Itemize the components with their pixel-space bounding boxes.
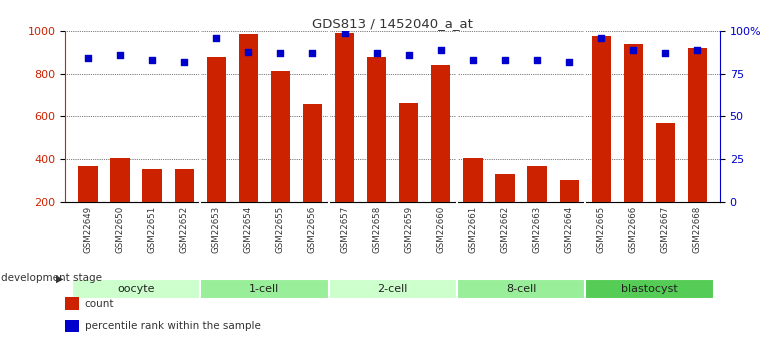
Bar xyxy=(399,102,418,245)
Text: oocyte: oocyte xyxy=(117,284,155,294)
Point xyxy=(242,49,254,54)
Point xyxy=(370,50,383,56)
Bar xyxy=(79,166,98,245)
Bar xyxy=(303,104,322,245)
Text: GSM22659: GSM22659 xyxy=(404,206,413,253)
Text: 2-cell: 2-cell xyxy=(377,284,408,294)
FancyBboxPatch shape xyxy=(585,279,714,299)
Text: GSM22662: GSM22662 xyxy=(500,206,510,253)
Bar xyxy=(495,174,514,245)
Text: GSM22652: GSM22652 xyxy=(179,206,189,253)
Text: GSM22667: GSM22667 xyxy=(661,206,670,253)
Bar xyxy=(367,57,387,245)
Bar xyxy=(142,169,162,245)
Text: GSM22661: GSM22661 xyxy=(468,206,477,253)
FancyBboxPatch shape xyxy=(457,279,585,299)
Point xyxy=(563,59,575,65)
Text: 1-cell: 1-cell xyxy=(249,284,280,294)
Text: GSM22657: GSM22657 xyxy=(340,206,349,253)
Point xyxy=(403,52,415,58)
Point xyxy=(531,57,543,63)
Bar xyxy=(624,44,643,245)
Text: GSM22651: GSM22651 xyxy=(148,206,156,253)
FancyBboxPatch shape xyxy=(200,279,329,299)
Point xyxy=(114,52,126,58)
Point xyxy=(178,59,190,65)
Bar xyxy=(175,169,194,245)
Text: GSM22658: GSM22658 xyxy=(372,206,381,253)
Title: GDS813 / 1452040_a_at: GDS813 / 1452040_a_at xyxy=(313,17,473,30)
Text: GSM22650: GSM22650 xyxy=(116,206,125,253)
Bar xyxy=(656,123,675,245)
Point xyxy=(434,47,447,52)
Bar xyxy=(271,70,290,245)
Point xyxy=(659,50,671,56)
Bar xyxy=(688,48,707,245)
Text: blastocyst: blastocyst xyxy=(621,284,678,294)
Text: GSM22668: GSM22668 xyxy=(693,206,702,253)
Bar xyxy=(464,158,483,245)
FancyBboxPatch shape xyxy=(72,279,200,299)
Bar xyxy=(239,34,258,245)
Point xyxy=(627,47,639,52)
Text: GSM22653: GSM22653 xyxy=(212,206,221,253)
Bar xyxy=(591,36,611,245)
Text: GSM22666: GSM22666 xyxy=(629,206,638,253)
Text: GSM22655: GSM22655 xyxy=(276,206,285,253)
Bar xyxy=(206,57,226,245)
Text: 8-cell: 8-cell xyxy=(506,284,536,294)
Text: GSM22665: GSM22665 xyxy=(597,206,606,253)
Text: percentile rank within the sample: percentile rank within the sample xyxy=(85,321,260,331)
Point xyxy=(499,57,511,63)
Text: count: count xyxy=(85,299,114,308)
Text: development stage: development stage xyxy=(1,273,102,283)
FancyBboxPatch shape xyxy=(329,279,457,299)
Point xyxy=(210,35,223,41)
Text: GSM22663: GSM22663 xyxy=(533,206,541,253)
Point xyxy=(306,50,319,56)
Bar xyxy=(560,180,579,245)
Point xyxy=(691,47,704,52)
Bar xyxy=(527,166,547,245)
Bar xyxy=(110,158,129,245)
Text: GSM22649: GSM22649 xyxy=(83,206,92,253)
Text: GSM22664: GSM22664 xyxy=(564,206,574,253)
Point xyxy=(274,50,286,56)
Text: GSM22654: GSM22654 xyxy=(244,206,253,253)
Text: GSM22660: GSM22660 xyxy=(437,206,445,253)
Bar xyxy=(335,33,354,245)
Text: ▶: ▶ xyxy=(56,274,64,284)
Bar xyxy=(431,65,450,245)
Point xyxy=(467,57,479,63)
Point xyxy=(82,56,94,61)
Point xyxy=(338,30,350,36)
Point xyxy=(595,35,608,41)
Point xyxy=(146,57,159,63)
Text: GSM22656: GSM22656 xyxy=(308,206,317,253)
